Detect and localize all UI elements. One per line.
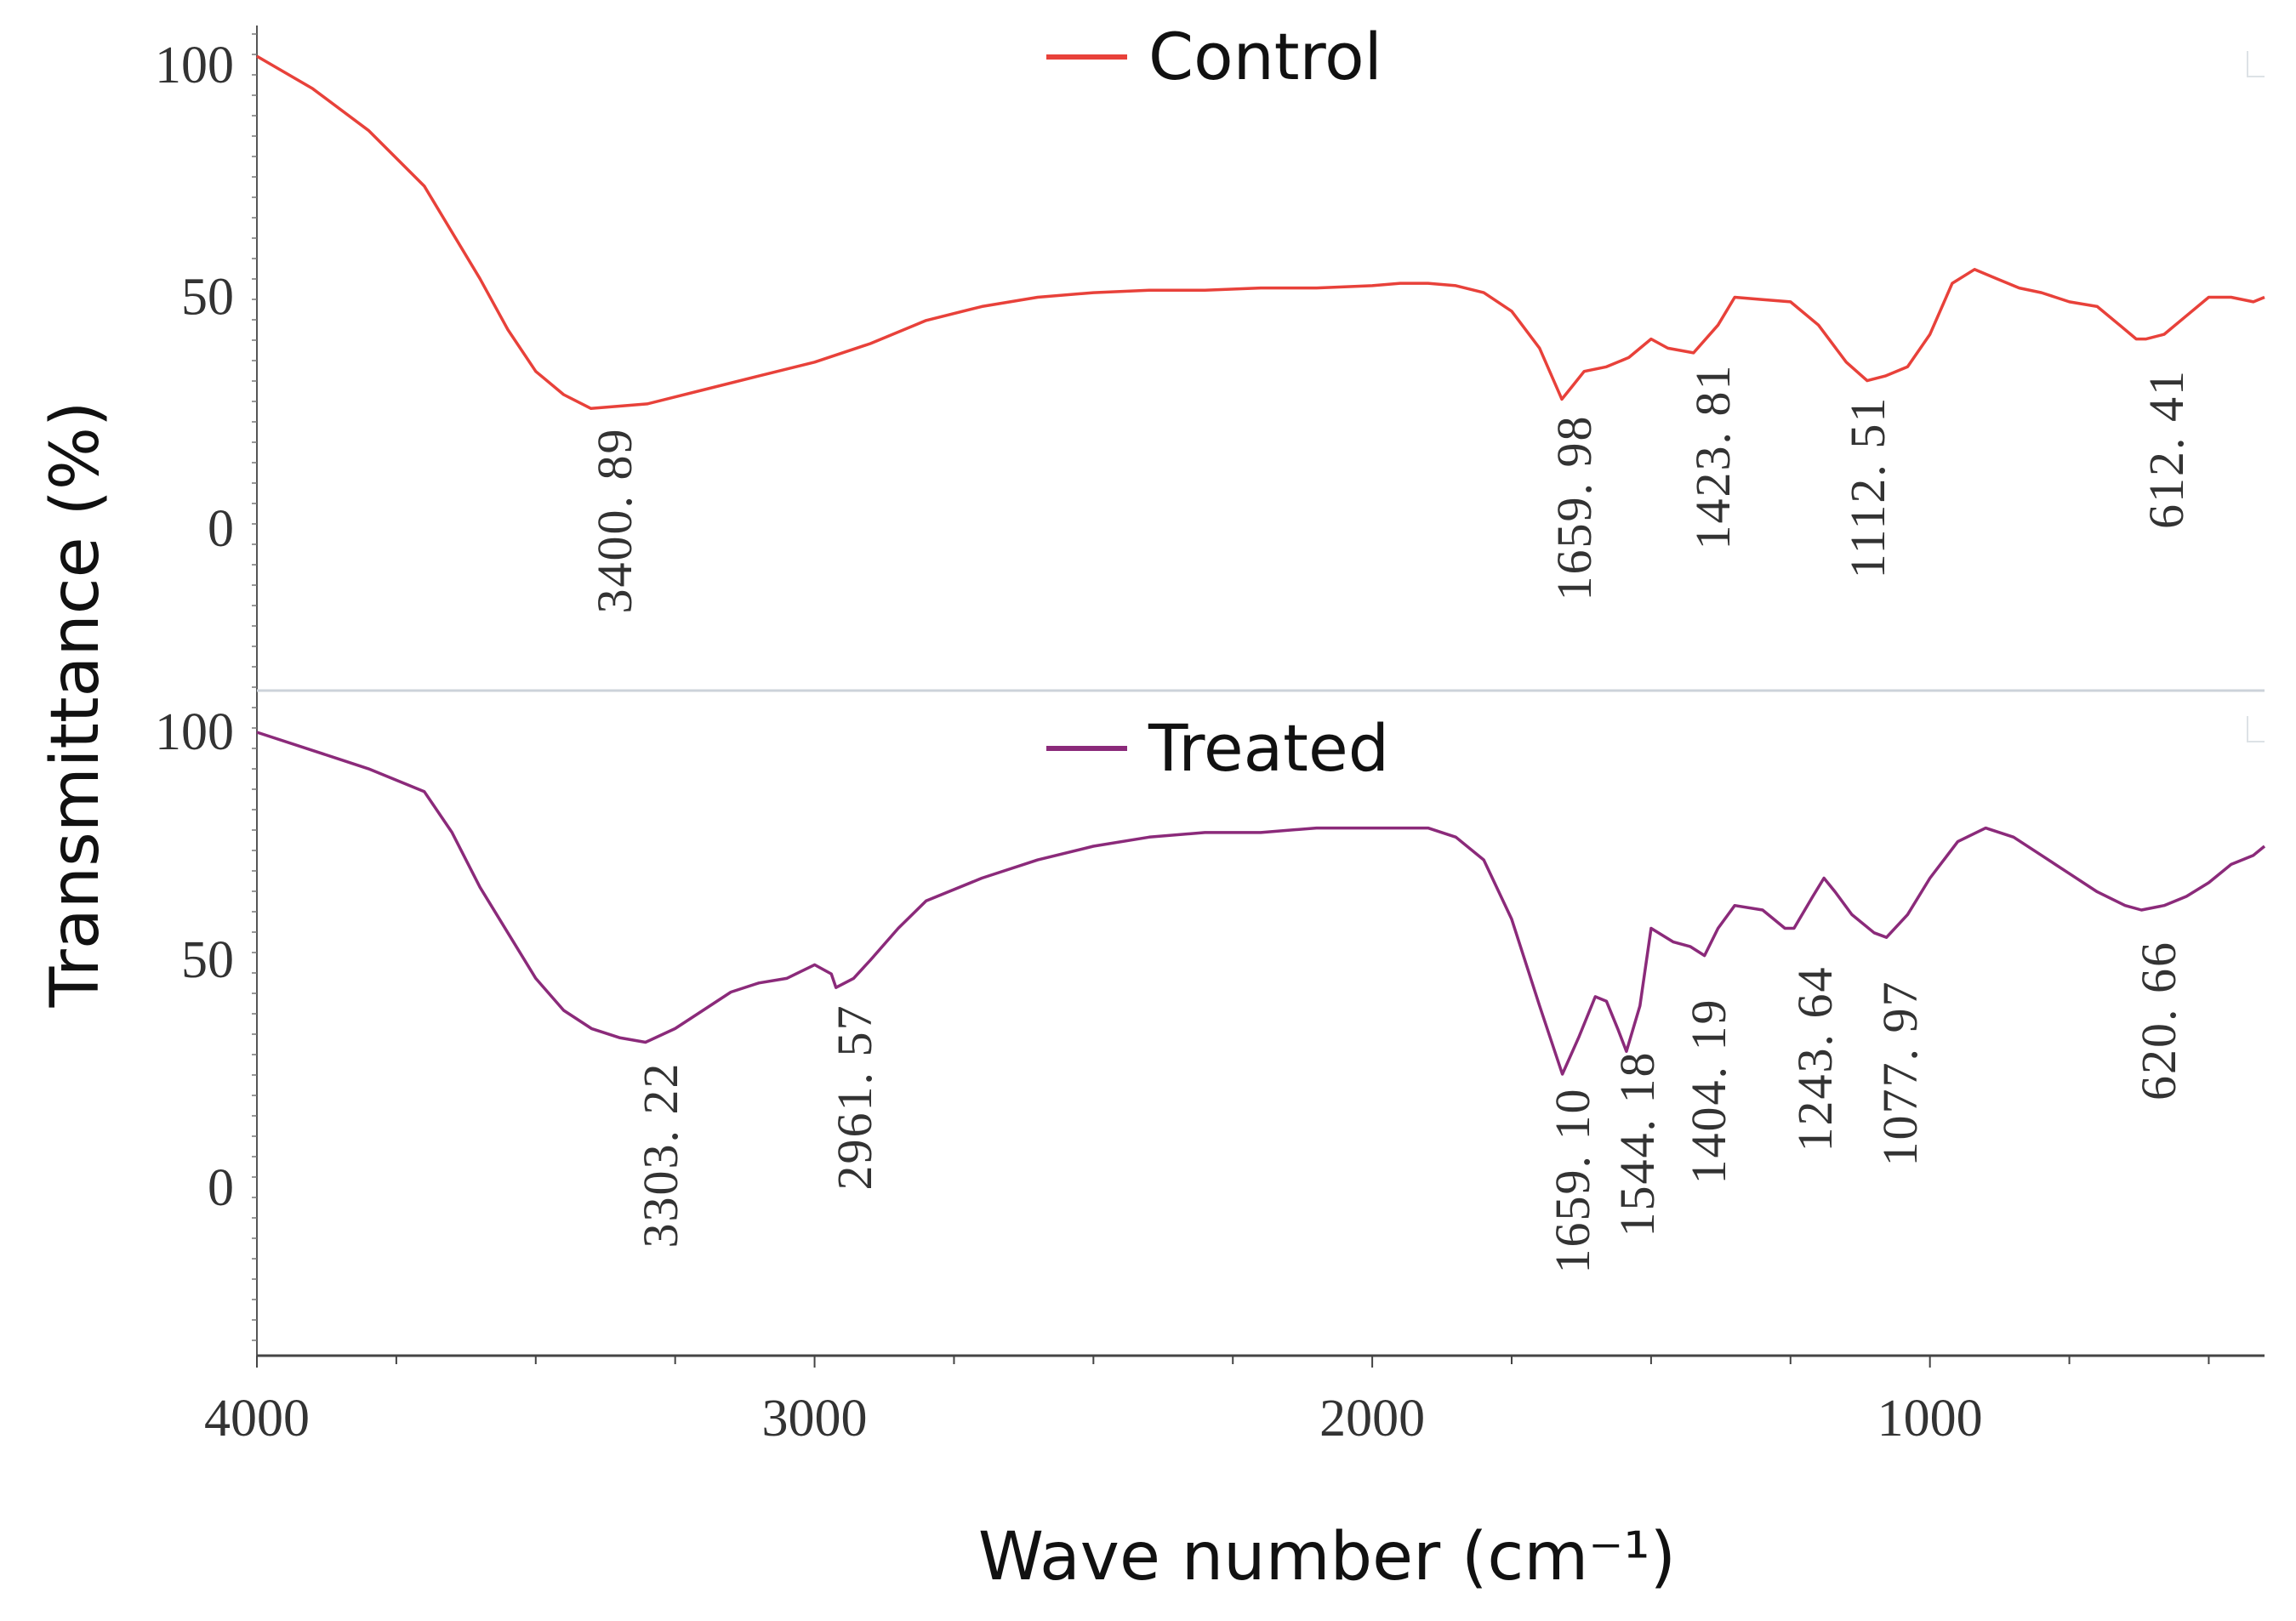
x-axis-title: Wave number (cm⁻¹) <box>978 1519 1676 1595</box>
x-tick-label: 1000 <box>1877 1390 1983 1448</box>
y-tick-label: 0 <box>208 500 234 558</box>
peak-label: 1659. 10 <box>1545 1088 1600 1274</box>
peak-label: 1659. 98 <box>1547 415 1602 601</box>
corner-mark <box>2247 51 2265 77</box>
corner-mark <box>2247 716 2265 742</box>
peak-label: 1243. 64 <box>1787 966 1843 1152</box>
peak-label: 620. 66 <box>2131 941 2186 1101</box>
peak-label: 1544. 18 <box>1609 1051 1665 1237</box>
series-line-control <box>256 54 2265 411</box>
y-axis-title: Transmittance (%) <box>37 401 114 1009</box>
peak-label: 1404. 19 <box>1681 998 1736 1185</box>
y-tick-label: 100 <box>155 37 234 94</box>
peak-label: 612. 41 <box>2139 369 2194 529</box>
y-tick-label: 50 <box>181 269 234 327</box>
y-tick-label: 50 <box>181 931 234 989</box>
peak-label: 1077. 97 <box>1872 981 1928 1167</box>
x-tick-label: 4000 <box>204 1390 310 1448</box>
peak-label: 1112. 51 <box>1840 396 1895 579</box>
peak-label: 2961. 57 <box>827 1004 882 1191</box>
peak-label: 3400. 89 <box>587 428 642 614</box>
peak-label: 3303. 22 <box>633 1062 688 1248</box>
x-tick-label: 2000 <box>1319 1390 1425 1448</box>
legend-label: Treated <box>1148 710 1389 786</box>
peak-label: 1423. 81 <box>1685 364 1741 550</box>
y-tick-label: 100 <box>155 703 234 761</box>
series-line-treated <box>256 731 2266 1076</box>
legend-label: Control <box>1148 19 1382 94</box>
y-tick-label: 0 <box>208 1159 234 1217</box>
x-tick-label: 3000 <box>762 1390 868 1448</box>
